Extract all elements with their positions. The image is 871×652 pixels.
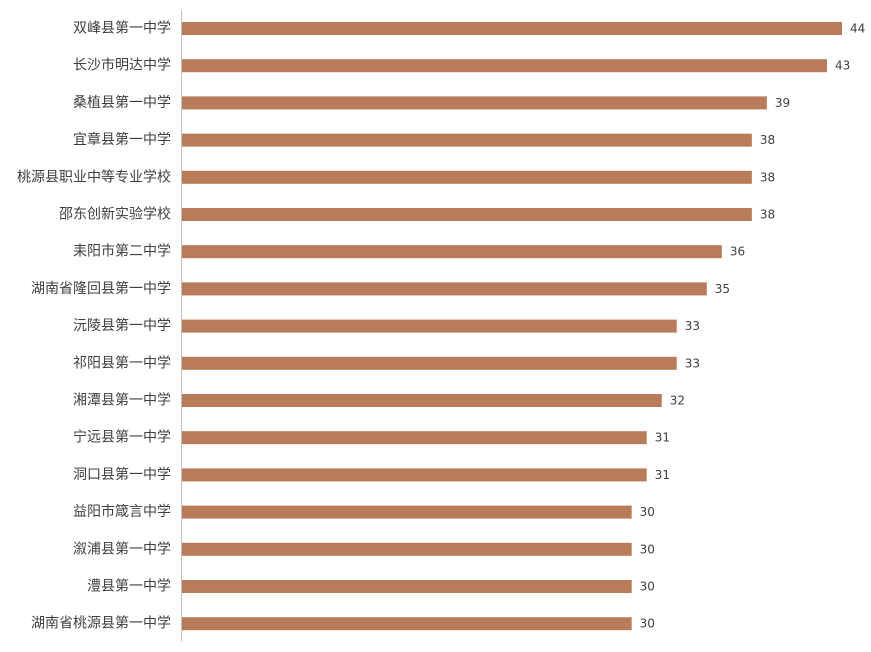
category-label-0: 双峰县第一中学 bbox=[73, 20, 171, 37]
category-label-4: 桃源县职业中等专业学校 bbox=[17, 168, 171, 185]
bar-5 bbox=[181, 208, 752, 221]
category-label-2: 桑植县第一中学 bbox=[73, 94, 171, 111]
value-label-6: 36 bbox=[730, 245, 745, 259]
value-label-13: 30 bbox=[640, 505, 655, 519]
category-label-5: 邵东创新实验学校 bbox=[59, 206, 171, 223]
value-label-7: 35 bbox=[715, 282, 730, 296]
category-label-1: 长沙市明达中学 bbox=[73, 57, 171, 74]
category-label-7: 湖南省隆回县第一中学 bbox=[31, 280, 171, 297]
value-label-10: 32 bbox=[670, 394, 685, 408]
bar-7 bbox=[181, 282, 707, 296]
bar-8 bbox=[181, 319, 677, 333]
bar-1 bbox=[181, 59, 827, 73]
bar-13 bbox=[181, 505, 632, 519]
category-label-8: 沅陵县第一中学 bbox=[73, 317, 171, 334]
value-label-9: 33 bbox=[685, 356, 700, 370]
category-label-15: 澧县第一中学 bbox=[87, 578, 171, 595]
category-label-12: 洞口县第一中学 bbox=[73, 466, 171, 483]
value-labels: 44 43 39 38 38 38 36 35 33 33 32 31 31 30 30 30 30 bbox=[640, 22, 866, 631]
category-label-14: 溆浦县第一中学 bbox=[73, 540, 171, 557]
bar-2 bbox=[181, 96, 767, 110]
category-label-16: 湖南省桃源县第一中学 bbox=[31, 615, 171, 632]
value-label-8: 33 bbox=[685, 319, 700, 333]
category-label-11: 宁远县第一中学 bbox=[73, 429, 171, 446]
value-label-12: 31 bbox=[655, 468, 670, 482]
value-label-5: 38 bbox=[760, 208, 775, 222]
value-label-3: 38 bbox=[760, 133, 775, 147]
value-label-4: 38 bbox=[760, 170, 775, 184]
bar-4 bbox=[181, 170, 752, 184]
category-label-6: 耒阳市第二中学 bbox=[73, 243, 171, 260]
value-label-1: 43 bbox=[835, 59, 850, 73]
category-label-10: 湘潭县第一中学 bbox=[73, 392, 171, 409]
bar-16 bbox=[181, 617, 632, 631]
value-label-14: 30 bbox=[640, 542, 655, 556]
category-labels: 双峰县第一中学长沙市明达中学桑植县第一中学宜章县第一中学桃源县职业中等专业学校邵… bbox=[17, 20, 171, 632]
bar-10 bbox=[181, 394, 662, 407]
value-label-15: 30 bbox=[640, 580, 655, 594]
bar-6 bbox=[181, 245, 722, 259]
bar-9 bbox=[181, 356, 677, 370]
bar-14 bbox=[181, 542, 632, 556]
bar-3 bbox=[181, 133, 752, 147]
value-label-2: 39 bbox=[775, 96, 790, 110]
bar-12 bbox=[181, 468, 647, 482]
bars bbox=[181, 22, 842, 631]
category-label-9: 祁阳县第一中学 bbox=[73, 354, 171, 371]
value-label-16: 30 bbox=[640, 617, 655, 631]
bar-0 bbox=[181, 22, 842, 35]
category-label-13: 益阳市箴言中学 bbox=[73, 503, 171, 520]
category-label-3: 宜章县第一中学 bbox=[73, 131, 171, 148]
value-label-0: 44 bbox=[850, 22, 865, 36]
bar-11 bbox=[181, 431, 647, 445]
value-label-11: 31 bbox=[655, 431, 670, 445]
bar-15 bbox=[181, 580, 632, 593]
